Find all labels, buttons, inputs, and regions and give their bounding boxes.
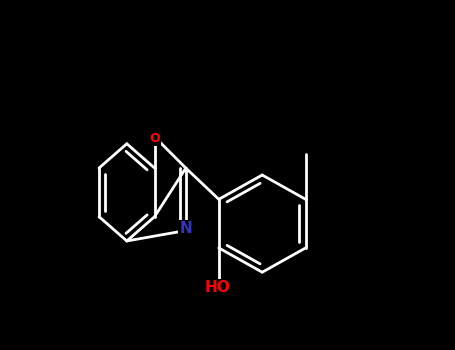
Text: O: O <box>149 132 160 145</box>
Text: HO: HO <box>204 280 230 295</box>
Text: N: N <box>179 221 192 236</box>
